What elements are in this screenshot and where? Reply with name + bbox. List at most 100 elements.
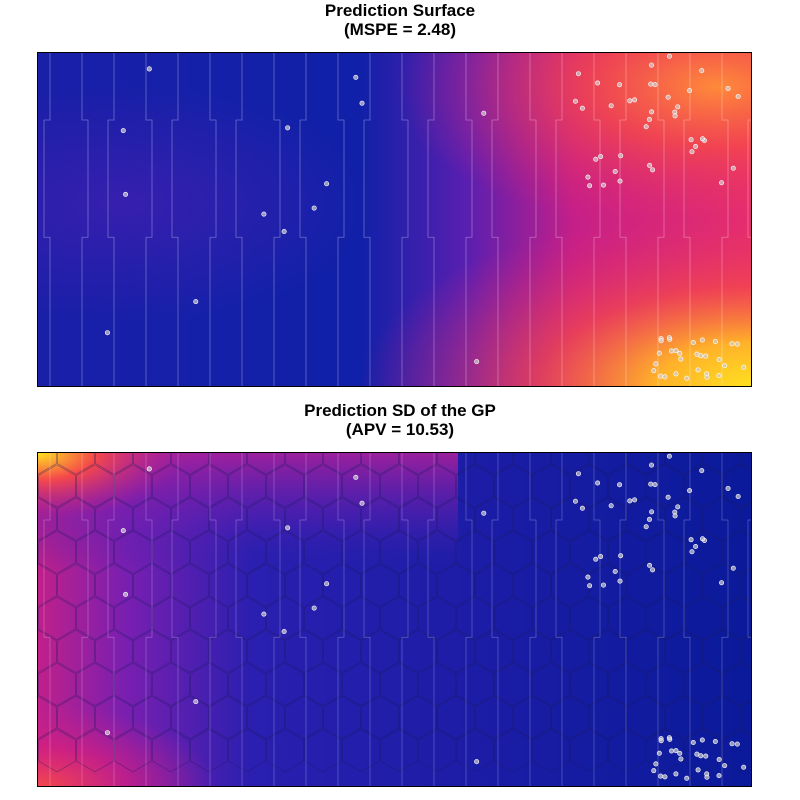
voronoi-cell (399, 695, 437, 740)
voronoi-cell (589, 629, 627, 674)
voronoi-cell (665, 695, 703, 740)
observation-point (722, 363, 728, 369)
observation-point (608, 103, 614, 109)
observation-point (712, 339, 718, 345)
observation-point (649, 462, 655, 468)
observation-point (694, 751, 700, 757)
voronoi-cell (228, 728, 266, 773)
voronoi-cell (76, 728, 114, 773)
observation-point (677, 350, 683, 356)
voronoi-cell (399, 629, 437, 674)
voronoi-cell (589, 563, 627, 607)
voronoi-cell (266, 662, 304, 707)
voronoi-cell (646, 596, 684, 641)
voronoi-cell (665, 497, 703, 541)
observation-point (353, 74, 359, 80)
mesh-line (299, 53, 307, 386)
mesh-line (145, 453, 153, 786)
observation-point (673, 371, 679, 377)
voronoi-cell (570, 596, 608, 641)
mesh-line (619, 53, 627, 386)
chart-title-prediction-sd: Prediction SD of the GP (APV = 10.53) (0, 401, 800, 439)
voronoi-cell (494, 464, 532, 508)
mesh-line (721, 53, 729, 386)
chart-title-prediction-surface: Prediction Surface (MSPE = 2.48) (0, 1, 800, 39)
mesh-line (683, 53, 691, 386)
voronoi-cell (152, 464, 190, 508)
voronoi-cell (399, 453, 437, 475)
voronoi-cell (323, 453, 361, 475)
observation-point (688, 137, 694, 143)
observation-point (632, 97, 638, 103)
mesh-line (491, 453, 499, 786)
mesh-line (747, 519, 751, 638)
voronoi-cell (703, 563, 741, 607)
observation-point (734, 341, 740, 347)
title-line: Prediction Surface (324, 1, 476, 20)
voronoi-cell (228, 662, 266, 707)
observation-point (684, 375, 690, 381)
voronoi-cell (627, 453, 665, 475)
voronoi-cell (494, 728, 532, 773)
voronoi-cell (418, 596, 456, 641)
voronoi-cell (190, 464, 228, 508)
voronoi-cell (722, 662, 751, 707)
voronoi-cell (57, 563, 95, 607)
observation-point (587, 583, 593, 589)
voronoi-cell (589, 497, 627, 541)
observation-point (693, 143, 699, 149)
mesh-line (747, 119, 751, 238)
observation-point (730, 165, 736, 171)
voronoi-cell (38, 728, 76, 773)
observation-point (608, 503, 614, 509)
voronoi-cell (551, 695, 589, 740)
mesh-line (209, 53, 217, 386)
observation-point (324, 181, 330, 187)
mesh-line (81, 453, 89, 786)
observation-point (598, 554, 604, 560)
mesh-line (43, 453, 51, 786)
voronoi-cell (684, 464, 722, 508)
observation-point (735, 94, 741, 100)
voronoi-cell (551, 629, 589, 674)
voronoi-cell (171, 563, 209, 607)
observation-point (703, 353, 709, 359)
observation-point (699, 737, 705, 743)
observation-point (193, 699, 199, 705)
observation-point (600, 182, 606, 188)
voronoi-cell (285, 629, 323, 674)
voronoi-cell (703, 695, 741, 740)
observation-point (665, 94, 671, 100)
voronoi-cell (114, 530, 152, 574)
observation-point (658, 373, 664, 379)
observation-point (647, 162, 653, 168)
mesh-line (43, 53, 51, 386)
voronoi-cell (380, 464, 418, 508)
observation-point (725, 85, 731, 91)
voronoi-cell (551, 563, 589, 607)
voronoi-cell (209, 497, 247, 541)
title-line: Prediction SD of the GP (304, 401, 496, 420)
observation-point (650, 167, 656, 173)
mesh-line (145, 53, 153, 386)
observation-point (311, 605, 317, 611)
observation-point (693, 543, 699, 549)
voronoi-cell (114, 464, 152, 508)
voronoi-cell (722, 464, 751, 508)
observation-point (585, 574, 591, 580)
observation-point (704, 374, 710, 380)
voronoi-cell (342, 596, 380, 641)
observation-point (281, 228, 287, 234)
voronoi-cell (608, 464, 646, 508)
mesh-line (555, 453, 563, 786)
voronoi-cell (323, 497, 361, 541)
observation-point (474, 759, 480, 765)
observation-point (658, 738, 664, 744)
voronoi-cell (665, 563, 703, 607)
observation-point (359, 100, 365, 106)
voronoi-cell (266, 596, 304, 641)
observation-point (572, 498, 578, 504)
mesh-overlay (43, 53, 751, 386)
observation-point (120, 128, 126, 134)
observation-point (617, 82, 623, 88)
